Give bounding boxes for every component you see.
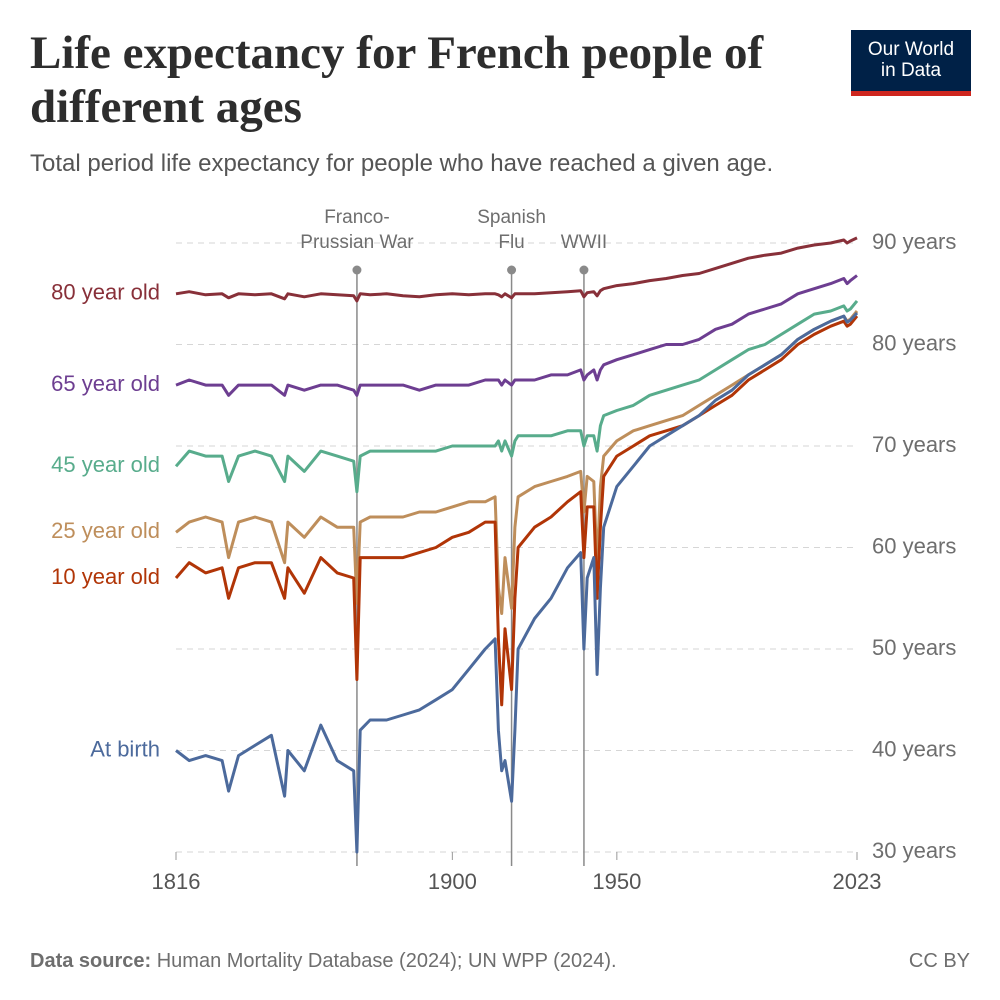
y-tick-label: 80 years: [872, 330, 956, 355]
series-line: [174, 315, 859, 707]
series-label: At birth: [90, 736, 160, 761]
series-label: 65 year old: [51, 371, 160, 396]
annotation-dot: [352, 265, 362, 275]
annotation-label: Flu: [498, 232, 524, 253]
x-tick-label: 1816: [152, 869, 201, 894]
y-tick-label: 30 years: [872, 838, 956, 863]
chart-title: Life expectancy for French people of dif…: [30, 27, 764, 133]
license[interactable]: CC BY: [908, 950, 970, 972]
series-label: 80 year old: [51, 280, 160, 305]
x-tick-label: 1950: [592, 869, 641, 894]
series-label: 25 year old: [51, 518, 160, 543]
annotation-label: Franco-: [324, 207, 389, 228]
logo[interactable]: Our World in Data: [851, 30, 971, 96]
y-tick-label: 90 years: [872, 229, 956, 254]
series-line: [175, 236, 858, 303]
x-tick-label: 2023: [833, 869, 882, 894]
annotation-label: WWII: [561, 232, 607, 253]
x-tick-label: 1900: [428, 869, 477, 894]
y-tick-label: 70 years: [872, 432, 956, 457]
y-tick-label: 60 years: [872, 533, 956, 558]
source-text: Human Mortality Database (2024); UN WPP …: [156, 950, 617, 972]
series-line: [174, 299, 859, 494]
y-tick-label: 50 years: [872, 635, 956, 660]
series-line: [175, 311, 859, 854]
annotation-label: Prussian War: [300, 232, 414, 253]
series-label: 10 year old: [51, 564, 160, 589]
series-label: 45 year old: [51, 452, 160, 477]
series-line: [175, 274, 858, 397]
chart-subtitle: Total period life expectancy for people …: [30, 150, 774, 177]
annotation-dot: [507, 265, 517, 275]
source-note: Data source: Human Mortality Database (2…: [30, 950, 617, 973]
source-label: Data source:: [30, 950, 152, 972]
annotation-label: Spanish: [477, 207, 546, 228]
annotation-dot: [579, 265, 589, 275]
series-line: [175, 310, 859, 615]
y-tick-label: 40 years: [872, 736, 956, 761]
